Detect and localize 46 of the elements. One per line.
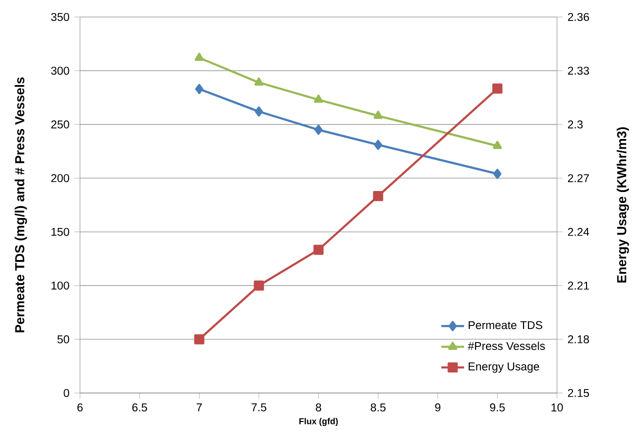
y-tick-label: 200 <box>51 174 70 182</box>
y2-axis-title: Energy Usage (KWhr/m3) <box>616 127 629 283</box>
x-tick-label: 10 <box>552 403 563 412</box>
y2-tick-label: 2.21 <box>568 282 589 290</box>
x-tick-label: 8.5 <box>370 403 386 412</box>
x-tick-label: 9.5 <box>490 403 505 412</box>
x-tick-label: 8 <box>316 403 322 412</box>
point <box>313 244 324 255</box>
y-tick-label: 350 <box>51 12 70 21</box>
point <box>314 124 323 135</box>
point <box>194 334 204 344</box>
y2-tick-label: 2.24 <box>568 228 590 236</box>
y2-tick-label: 2.27 <box>568 174 589 182</box>
y2-tick-label: 2.18 <box>568 335 589 344</box>
point <box>373 190 384 202</box>
point <box>314 94 324 103</box>
point <box>374 110 383 119</box>
point <box>254 106 263 117</box>
legend-label: Permeate TDS <box>468 321 542 330</box>
y2-tick-label: 2.15 <box>568 388 589 398</box>
y-tick-label: 50 <box>57 335 70 344</box>
point <box>194 52 204 61</box>
x-tick-label: 7 <box>196 403 202 412</box>
x-axis-title: Flux (gfd) <box>299 418 338 426</box>
y-axis-title: Permeate TDS (mg/l) and # Press Vessels <box>14 77 27 332</box>
legend-label: #Press Vessels <box>468 342 545 350</box>
point <box>374 140 382 150</box>
point <box>254 77 264 86</box>
x-tick-label: 9 <box>435 403 440 412</box>
y2-tick-label: 2.3 <box>568 120 583 128</box>
legend-label: Energy Usage <box>468 362 540 373</box>
y2-tick-label: 2.36 <box>568 12 589 21</box>
x-tick-label: 6.5 <box>132 403 148 412</box>
y2-tick-label: 2.33 <box>568 66 589 75</box>
point <box>493 168 502 179</box>
y-tick-label: 150 <box>52 228 70 236</box>
y-tick-label: 300 <box>51 66 70 75</box>
x-tick-label: 6 <box>77 403 83 412</box>
point <box>254 280 264 291</box>
point <box>492 84 502 94</box>
y-tick-label: 100 <box>52 282 70 290</box>
point <box>492 140 502 149</box>
point <box>195 84 204 94</box>
y-tick-label: 250 <box>51 120 70 128</box>
x-tick-label: 7.5 <box>252 403 266 412</box>
y-tick-label: 0 <box>64 388 70 398</box>
